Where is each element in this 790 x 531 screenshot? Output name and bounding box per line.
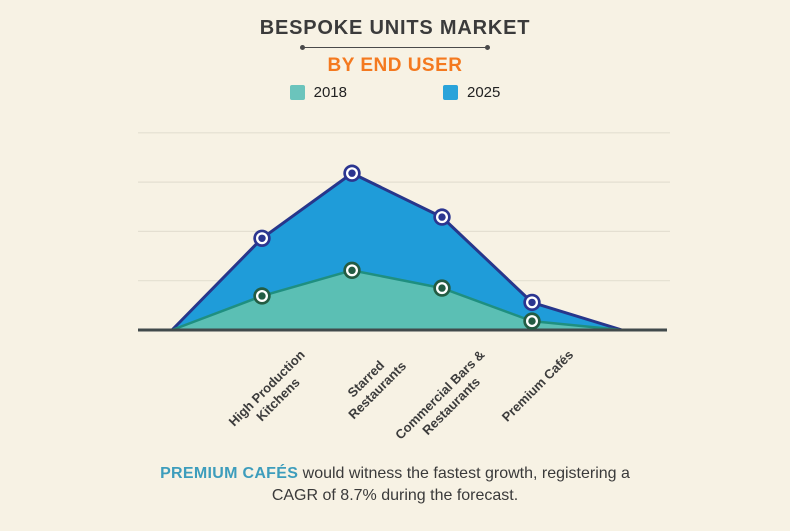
marker-core-2018-1	[348, 266, 356, 275]
marker-core-2018-0	[258, 292, 266, 300]
marker-ring-2018-2	[436, 282, 448, 295]
area-2018	[170, 269, 624, 332]
legend-label-2025: 2025	[467, 84, 501, 101]
marker-2018-1	[343, 261, 361, 280]
footnote: PREMIUM CAFÉS would witness the fastest …	[0, 463, 790, 506]
marker-ring-2018-1	[346, 264, 358, 277]
marker-ring-2025-0	[256, 232, 268, 245]
marker-2025-2	[433, 208, 451, 226]
marker-ring-2025-3	[526, 296, 538, 309]
marker-2025-0	[253, 229, 271, 248]
marker-core-2025-0	[258, 234, 266, 243]
legend-item-2018: 2018	[289, 84, 347, 101]
marker-2025-1	[343, 164, 361, 182]
marker-2025-3	[523, 293, 541, 312]
marker-ring-2018-3	[526, 315, 538, 328]
footnote-text: would witness the fastest growth, regist…	[271, 465, 630, 504]
footnote-highlight: PREMIUM CAFÉS	[160, 465, 299, 482]
area-2025	[170, 171, 624, 332]
marker-2018-3	[523, 312, 541, 330]
marker-2018-0	[253, 287, 271, 305]
title-underline	[300, 45, 490, 50]
marker-core-2025-2	[438, 213, 446, 221]
chart-title: BESPOKE UNITS MARKET	[259, 17, 531, 39]
marker-2018-2	[433, 279, 451, 297]
marker-core-2025-1	[348, 169, 356, 177]
marker-ring-2025-1	[346, 167, 358, 180]
marker-core-2018-2	[438, 284, 446, 292]
marker-core-2025-3	[528, 298, 536, 307]
chart-subtitle: BY END USER	[327, 55, 463, 76]
marker-core-2018-3	[528, 317, 536, 325]
marker-ring-2018-0	[256, 289, 268, 302]
chart-header: BESPOKE UNITS MARKET BY END USER	[0, 17, 790, 77]
chart-legend: 2018 2025	[0, 84, 790, 101]
marker-ring-2025-2	[436, 211, 448, 224]
legend-swatch-2018	[289, 85, 305, 100]
legend-label-2018: 2018	[313, 84, 347, 101]
legend-swatch-2025	[443, 85, 458, 100]
legend-item-2025: 2025	[443, 84, 500, 101]
